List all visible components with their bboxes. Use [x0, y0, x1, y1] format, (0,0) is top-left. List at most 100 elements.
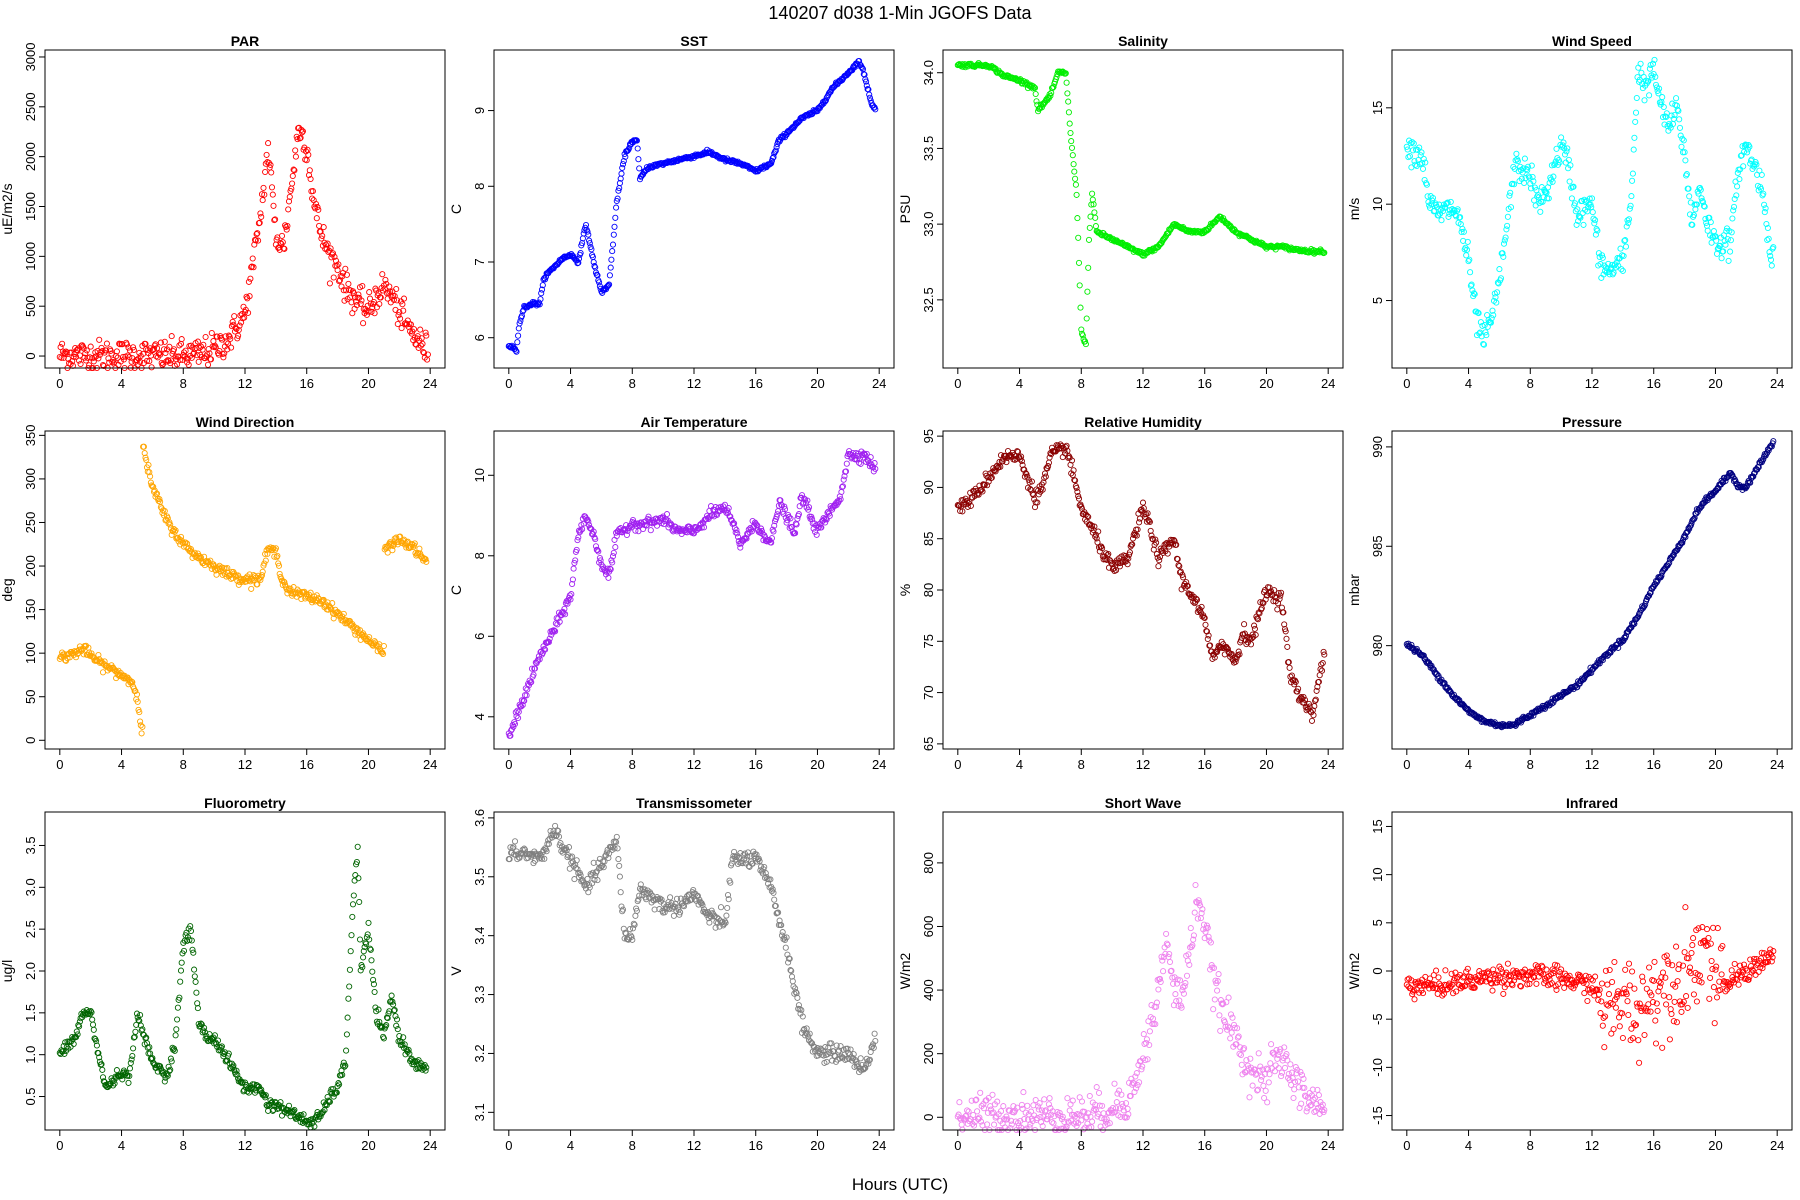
- data-point: [1175, 562, 1182, 569]
- data-point: [347, 948, 354, 955]
- data-point: [1075, 495, 1083, 502]
- data-point: [837, 496, 844, 503]
- data-point: [309, 195, 316, 202]
- data-point: [1301, 700, 1308, 707]
- data-point: [1521, 155, 1528, 162]
- data-point: [673, 895, 681, 902]
- data-point: [1197, 606, 1204, 613]
- data-point: [528, 679, 535, 686]
- data-point: [619, 164, 626, 171]
- data-point: [822, 1044, 829, 1051]
- data-point: [161, 1078, 168, 1085]
- data-point: [781, 934, 788, 941]
- y-tick-label: 250: [23, 512, 38, 534]
- data-point: [134, 698, 141, 705]
- data-point: [330, 615, 337, 622]
- data-point: [262, 550, 269, 558]
- data-point: [1610, 269, 1617, 276]
- data-point: [536, 656, 543, 663]
- data-point: [872, 465, 879, 472]
- data-point: [1065, 109, 1072, 116]
- data-point: [285, 1102, 293, 1109]
- data-point: [798, 1007, 805, 1014]
- data-point: [160, 1068, 167, 1075]
- data-point: [861, 450, 868, 458]
- data-point: [812, 528, 819, 535]
- data-point: [979, 488, 986, 495]
- x-tick-label: 24: [1321, 757, 1335, 772]
- data-point: [677, 909, 684, 916]
- data-point: [391, 1006, 398, 1014]
- data-point: [86, 1011, 93, 1018]
- data-point: [1061, 447, 1068, 454]
- data-point: [1548, 162, 1555, 169]
- data-point: [1146, 518, 1153, 526]
- data-point: [1320, 648, 1327, 655]
- data-point: [1156, 557, 1163, 564]
- data-point: [635, 156, 642, 163]
- data-point: [1292, 678, 1299, 686]
- x-tick-label: 16: [299, 376, 313, 391]
- data-point: [1746, 143, 1753, 150]
- data-points: [1403, 438, 1777, 731]
- data-point: [822, 519, 829, 526]
- data-point: [727, 513, 734, 520]
- data-point: [1704, 227, 1711, 234]
- data-point: [380, 1035, 387, 1042]
- data-point: [754, 522, 761, 529]
- data-point: [1014, 448, 1021, 455]
- data-point: [133, 1010, 141, 1017]
- data-point: [146, 358, 153, 365]
- data-point: [803, 1025, 810, 1032]
- data-point: [1170, 541, 1177, 548]
- data-point: [1403, 143, 1410, 150]
- data-point: [612, 214, 619, 221]
- panel-title: Relative Humidity: [1084, 414, 1202, 430]
- data-point: [1156, 553, 1164, 560]
- data-point: [1271, 587, 1278, 594]
- data-point: [586, 237, 593, 244]
- data-point: [619, 161, 627, 168]
- data-point: [130, 344, 137, 351]
- data-point: [214, 1037, 222, 1044]
- y-tick-label: 2000: [23, 142, 38, 171]
- data-point: [88, 1009, 95, 1016]
- data-point: [814, 1045, 821, 1052]
- data-point: [383, 1014, 391, 1021]
- data-point: [773, 144, 780, 151]
- data-point: [541, 645, 548, 653]
- data-point: [336, 1081, 343, 1088]
- data-point: [196, 344, 203, 352]
- data-point: [245, 309, 252, 316]
- x-tick-label: 24: [1321, 376, 1335, 391]
- data-point: [343, 287, 350, 294]
- data-point: [1224, 645, 1231, 652]
- data-point: [1532, 202, 1539, 209]
- data-point: [95, 651, 102, 659]
- data-point: [1205, 632, 1212, 639]
- data-point: [609, 248, 616, 255]
- data-point: [591, 876, 598, 883]
- data-point: [792, 530, 799, 537]
- data-point: [518, 703, 525, 710]
- data-point: [315, 206, 322, 213]
- data-point: [861, 71, 868, 78]
- data-point: [80, 651, 87, 658]
- data-point: [1424, 193, 1431, 200]
- data-point: [1589, 209, 1596, 216]
- data-point: [1612, 261, 1619, 268]
- data-point: [773, 513, 780, 520]
- data-point: [171, 1047, 178, 1054]
- data-point: [1064, 447, 1071, 454]
- data-point: [514, 707, 521, 714]
- data-point: [1423, 181, 1430, 188]
- data-point: [551, 627, 558, 634]
- data-point: [1713, 237, 1720, 244]
- data-point: [1177, 568, 1184, 575]
- data-point: [1606, 271, 1613, 278]
- data-point: [1046, 454, 1053, 461]
- data-point: [1504, 222, 1511, 229]
- plot-frame: [493, 49, 895, 369]
